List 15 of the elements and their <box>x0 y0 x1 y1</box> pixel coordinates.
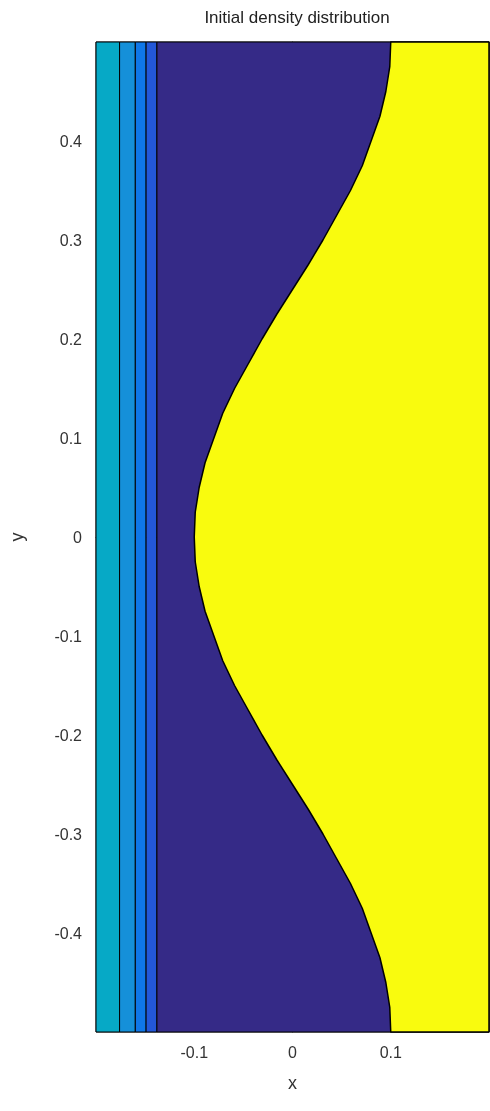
y-tick-label: -0.3 <box>54 825 83 843</box>
y-axis-title: y <box>7 532 27 542</box>
y-tick-label: -0.2 <box>54 726 83 744</box>
y-tick-label: 0.3 <box>59 231 83 249</box>
y-tick-label: -0.4 <box>54 924 83 942</box>
y-tick-label: 0 <box>73 528 83 546</box>
x-tick-label: -0.1 <box>180 1043 209 1061</box>
y-tick-label: 0.1 <box>59 429 83 447</box>
y-tick-label: 0.2 <box>59 330 83 348</box>
chart-title: Initial density distribution <box>204 8 390 27</box>
y-tick-label: -0.1 <box>54 627 83 645</box>
y-tick-label: 0.4 <box>59 132 83 150</box>
x-tick-label: 0.1 <box>379 1043 402 1061</box>
x-axis-title: x <box>288 1073 297 1093</box>
x-tick-label: 0 <box>288 1043 298 1061</box>
